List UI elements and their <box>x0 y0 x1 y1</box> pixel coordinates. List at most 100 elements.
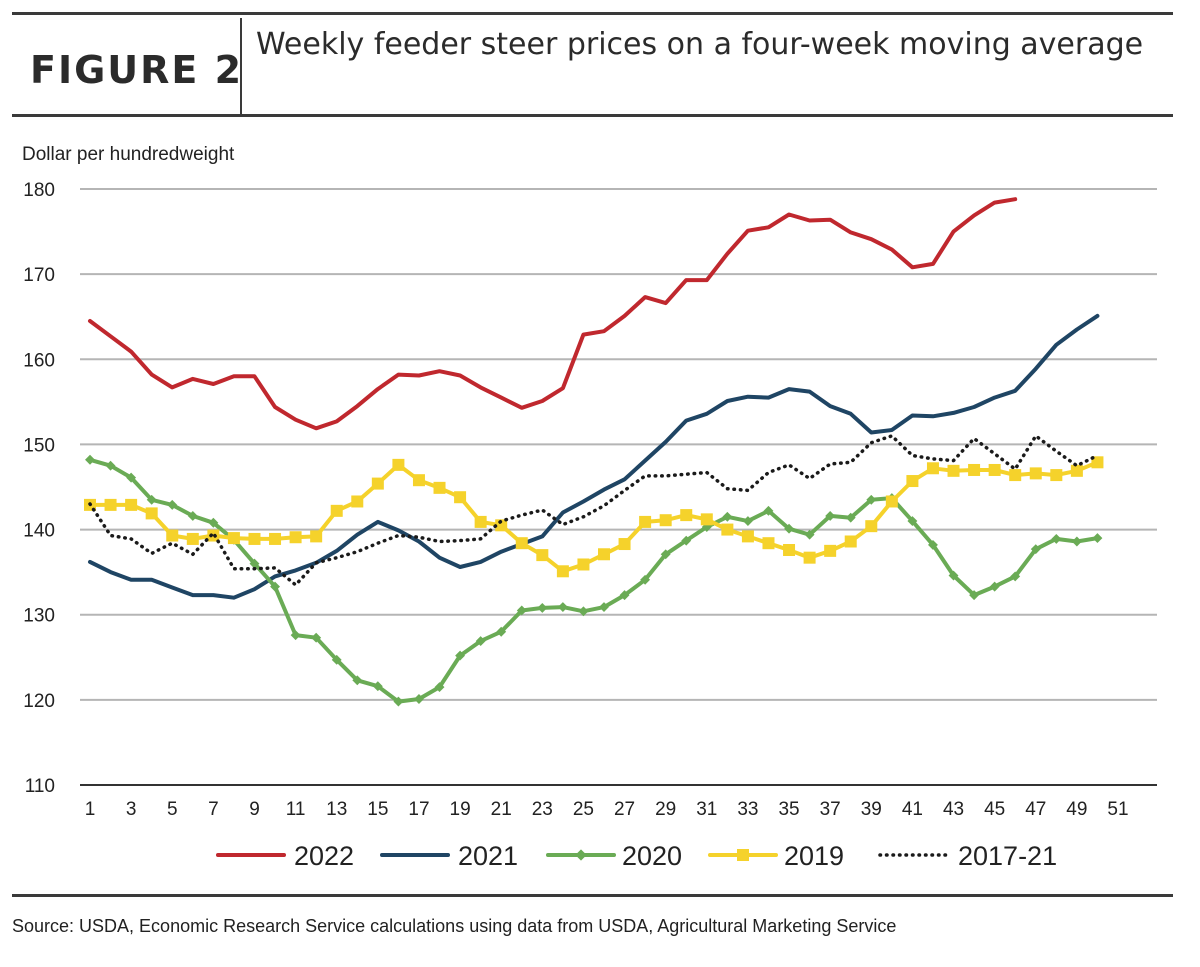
x-tick-label: 39 <box>861 799 882 820</box>
y-tick-label: 160 <box>23 350 55 371</box>
x-tick-label: 9 <box>249 799 260 820</box>
legend: 2022 2021 2020 2019 2017-21 <box>216 841 1057 871</box>
data-point <box>968 463 981 476</box>
y-tick-label: 150 <box>23 435 55 456</box>
x-tick-label: 45 <box>984 799 1005 820</box>
data-point <box>865 520 878 533</box>
x-tick-label: 35 <box>778 799 799 820</box>
data-point <box>639 515 652 528</box>
data-point <box>208 517 219 528</box>
data-point <box>372 681 383 692</box>
data-point <box>825 510 836 521</box>
data-point <box>227 532 240 545</box>
y-tick-label: 110 <box>25 776 55 797</box>
data-point <box>578 606 589 617</box>
legend-marker <box>737 849 749 861</box>
x-tick-label: 47 <box>1025 799 1046 820</box>
series-line-2021 <box>88 313 1100 600</box>
data-point <box>331 654 342 665</box>
top-rule <box>12 12 1173 15</box>
data-point <box>700 513 713 526</box>
data-point <box>1029 467 1042 480</box>
data-point <box>537 602 548 613</box>
data-point <box>885 495 898 508</box>
x-tick-label: 37 <box>820 799 841 820</box>
series-2017-21 <box>88 434 1100 587</box>
x-tick-label: 5 <box>167 799 178 820</box>
x-tick-label: 1 <box>85 799 96 820</box>
data-point <box>680 509 693 522</box>
y-tick-label: 120 <box>23 691 55 712</box>
data-point <box>660 549 671 560</box>
data-point <box>906 475 919 488</box>
legend-label: 2020 <box>622 841 682 871</box>
data-point <box>1091 456 1104 469</box>
data-point <box>311 632 322 643</box>
data-point <box>289 531 302 544</box>
data-point <box>598 548 610 561</box>
data-point <box>351 495 364 508</box>
data-point <box>681 535 692 546</box>
x-tick-label: 15 <box>367 799 388 820</box>
data-point <box>412 474 425 487</box>
data-point <box>1092 533 1103 544</box>
data-point <box>762 537 775 550</box>
legend-label: 2021 <box>458 841 518 871</box>
data-point <box>1070 464 1083 477</box>
x-tick-label: 41 <box>902 799 923 820</box>
data-point <box>844 535 857 548</box>
data-point <box>1009 469 1022 482</box>
legend-item-2019: 2019 <box>708 841 844 871</box>
source-note: Source: USDA, Economic Research Service … <box>12 916 897 936</box>
x-tick-label: 17 <box>408 799 429 820</box>
data-point <box>1050 469 1063 482</box>
x-tick-label: 11 <box>286 799 306 820</box>
data-point <box>454 491 467 504</box>
y-tick-label: 140 <box>23 521 55 542</box>
series-line-2020 <box>88 457 1100 704</box>
y-axis-label: Dollar per hundredweight <box>22 144 235 165</box>
figure-label: FIGURE 2 <box>30 48 244 92</box>
series-2022 <box>88 197 1018 431</box>
data-point <box>1010 571 1021 582</box>
data-point <box>414 694 424 704</box>
data-point <box>515 537 528 550</box>
legend-item-2020: 2020 <box>546 841 682 871</box>
data-point <box>557 602 568 613</box>
data-point <box>85 454 95 465</box>
data-point <box>104 498 117 511</box>
data-point <box>516 605 527 616</box>
legend-item-2021: 2021 <box>380 841 518 871</box>
x-tick-label: 33 <box>737 799 758 820</box>
legend-item-2022: 2022 <box>216 841 354 871</box>
x-tick-label: 27 <box>614 799 635 820</box>
data-point <box>640 574 651 585</box>
data-point <box>352 675 363 686</box>
x-tick-label: 23 <box>532 799 553 820</box>
series-2019 <box>84 456 1104 578</box>
data-point <box>167 499 178 510</box>
header-separator <box>240 18 242 114</box>
data-point <box>928 539 938 550</box>
legend-item-2017-21: 2017-21 <box>878 841 1057 871</box>
data-point <box>146 494 157 505</box>
data-point <box>187 510 198 521</box>
header-bottom-rule <box>12 114 1173 117</box>
figure-header: FIGURE 2 Weekly feeder steer prices on a… <box>12 18 1173 114</box>
data-point <box>290 630 301 641</box>
data-point <box>474 515 487 528</box>
data-point <box>556 565 569 578</box>
y-tick-labels: 110 120 130 140 150 160 170 180 <box>23 180 55 797</box>
data-point <box>186 532 199 545</box>
data-point <box>248 532 261 545</box>
data-point <box>166 529 179 542</box>
y-tick-label: 130 <box>23 606 55 627</box>
x-tick-label: 31 <box>696 799 717 820</box>
series-layer <box>84 197 1104 707</box>
data-point <box>433 481 446 494</box>
x-tick-label: 51 <box>1107 799 1128 820</box>
data-point <box>269 532 282 545</box>
data-point <box>495 519 508 532</box>
data-point <box>125 498 138 511</box>
series-line-2022 <box>88 197 1018 431</box>
